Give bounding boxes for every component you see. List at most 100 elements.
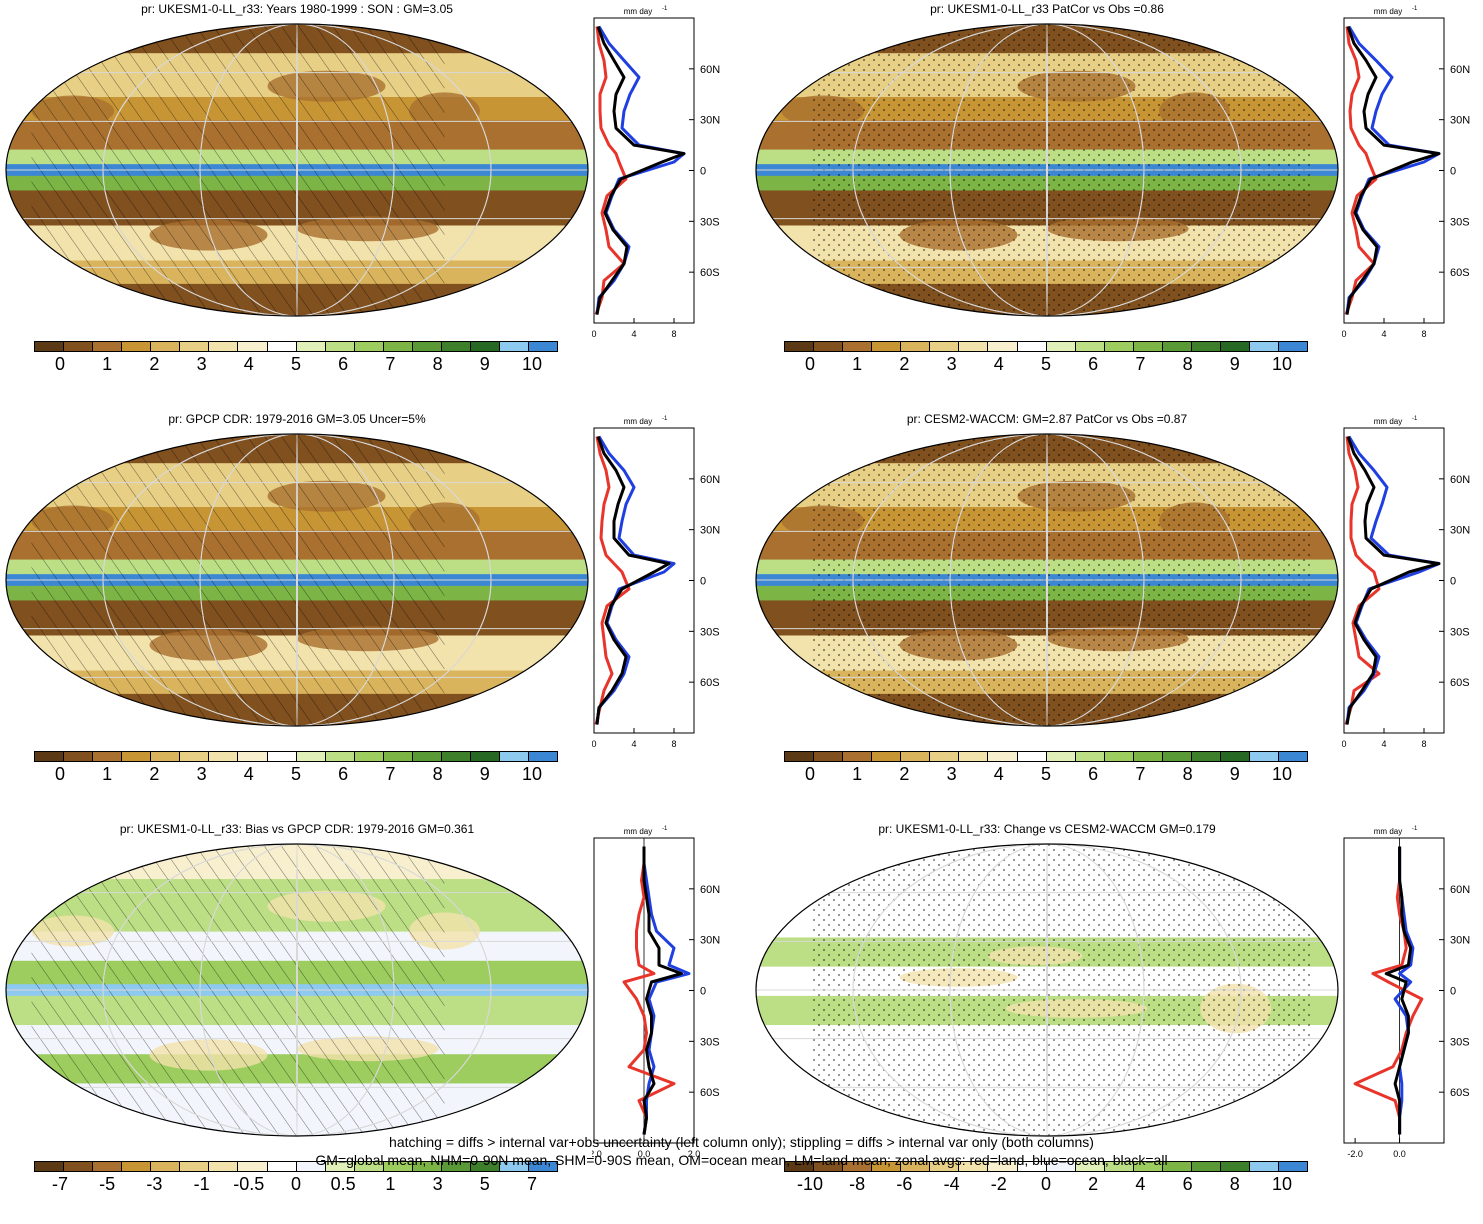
colorbar-swatch xyxy=(412,342,442,351)
zonal-units: mm day xyxy=(624,7,652,16)
zonal-lat-tick-label: 60N xyxy=(700,64,720,76)
colorbar-swatch xyxy=(35,342,65,351)
hatching-overlay xyxy=(31,434,445,726)
colorbar xyxy=(34,1161,558,1172)
colorbar-swatch xyxy=(901,342,931,351)
colorbar-swatch xyxy=(151,752,181,761)
colorbar-tick-label: 2 xyxy=(149,354,160,374)
colorbar-tick-label: -5 xyxy=(99,1174,116,1194)
colorbar-swatch xyxy=(35,752,65,761)
colorbar-swatch xyxy=(959,342,989,351)
colorbar-swatch xyxy=(500,342,530,351)
colorbar-tick-label: -6 xyxy=(896,1174,913,1194)
zonal-lat-tick-label: 30N xyxy=(700,115,720,127)
colorbar-swatch xyxy=(383,1162,413,1171)
colorbar-swatch xyxy=(180,1162,210,1171)
zonal-x-tick-label: 8 xyxy=(1421,329,1426,339)
colorbar-swatch xyxy=(238,1162,268,1171)
colorbar-tick-label: 4 xyxy=(993,764,1004,784)
zonal-lat-tick-label: 30S xyxy=(700,216,720,228)
colorbar-tick-label: 4 xyxy=(243,354,254,374)
zonal-series-land xyxy=(1344,436,1381,725)
zonal-series-all xyxy=(1345,435,1441,725)
zonal-lat-tick-label: 0 xyxy=(1450,576,1456,588)
colorbar-swatch xyxy=(500,752,530,761)
colorbar-swatch xyxy=(354,342,384,351)
colorbar-tick-label: 1 xyxy=(852,354,863,374)
colorbar-tick-label: 3 xyxy=(432,1174,443,1194)
zonal-lat-tick-label: 60S xyxy=(700,1087,720,1099)
colorbar-swatch xyxy=(383,752,413,761)
colorbar-tick-label: 6 xyxy=(1088,764,1099,784)
colorbar-swatch xyxy=(296,342,326,351)
zonal-series-land xyxy=(1353,846,1424,1135)
colorbar-tick-label: 6 xyxy=(1182,1174,1193,1194)
zonal-lat-tick-label: 30N xyxy=(1450,115,1470,127)
colorbar-swatch xyxy=(238,752,268,761)
colorbar-swatch xyxy=(1220,1162,1250,1171)
zonal-lat-tick-label: 30N xyxy=(700,525,720,537)
colorbar-tick-label: -10 xyxy=(796,1174,824,1194)
zonal-lat-tick-label: 0 xyxy=(700,166,706,178)
map-p1 xyxy=(5,23,589,317)
colorbar-swatch xyxy=(1046,752,1076,761)
colorbar-tick-label: 7 xyxy=(1135,354,1146,374)
colorbar-tick-label: -8 xyxy=(849,1174,866,1194)
colorbar-tick-label: 0 xyxy=(804,354,816,374)
colorbar-swatch xyxy=(930,342,960,351)
colorbar-tick-label: 9 xyxy=(1229,354,1240,374)
colorbar-tick-label: 8 xyxy=(432,354,443,374)
colorbar-tick-label: 2 xyxy=(1088,1174,1099,1194)
zonal-x-tick-label: 4 xyxy=(1381,739,1386,749)
colorbar-swatch xyxy=(529,342,558,351)
zonal-plot-p4: mm day -1 60N 30N 0 30S 60S 0 4 8 xyxy=(1342,416,1470,749)
zonal-plot-p5: mm day -1 60N 30N 0 30S 60S -2.0 0.0 2.0 xyxy=(592,826,720,1159)
zonal-units: mm day xyxy=(1374,7,1402,16)
colorbar-swatch xyxy=(441,752,471,761)
colorbar-tick-label: 8 xyxy=(1182,764,1193,784)
colorbar-tick-label: 9 xyxy=(479,354,490,374)
zonal-x-tick-label: 0 xyxy=(592,329,597,339)
colorbar-swatch xyxy=(1046,342,1076,351)
zonal-series-all xyxy=(642,846,683,1135)
colorbar-tick-label: 8 xyxy=(432,764,443,784)
colorbar-tick-label: 10 xyxy=(1271,1174,1293,1194)
colorbar-swatch xyxy=(988,752,1018,761)
colorbar-swatch xyxy=(814,1162,844,1171)
zonal-units: mm day xyxy=(624,827,652,836)
colorbar-tick-label: 3 xyxy=(196,354,207,374)
zonal-units: mm day xyxy=(1374,417,1402,426)
colorbar-swatch xyxy=(1220,342,1250,351)
colorbar-swatch xyxy=(1017,342,1047,351)
colorbar-tick-label: 5 xyxy=(479,1174,490,1194)
zonal-lat-tick-label: 60N xyxy=(1450,884,1470,896)
colorbar-tick-label: 0.5 xyxy=(330,1174,356,1194)
colorbar-swatch xyxy=(412,1162,442,1171)
colorbar-swatch xyxy=(1075,342,1105,351)
hatching-overlay xyxy=(31,24,445,316)
colorbar-tick-label: -7 xyxy=(51,1174,69,1194)
zonal-series-land xyxy=(594,436,631,725)
colorbar xyxy=(784,751,1308,762)
zonal-lat-tick-label: 60N xyxy=(700,474,720,486)
zonal-plot-p1: mm day -1 60N 30N 0 30S 60S 0 4 8 xyxy=(592,6,720,339)
colorbar xyxy=(784,341,1308,352)
colorbar-swatch xyxy=(872,752,902,761)
zonal-x-tick-label: 0 xyxy=(1342,329,1347,339)
colorbar-tick-label: 5 xyxy=(290,764,302,784)
colorbar-tick-label: 5 xyxy=(1040,354,1052,374)
colorbar-swatch xyxy=(470,752,500,761)
colorbar-tick-label: 9 xyxy=(1229,764,1240,784)
colorbar-tick-label: 1 xyxy=(102,354,113,374)
colorbar-tick-label: 6 xyxy=(1088,354,1099,374)
colorbar-swatch xyxy=(529,1162,558,1171)
colorbar-tick-label: -4 xyxy=(943,1174,960,1194)
colorbar-swatch xyxy=(93,342,123,351)
colorbar-tick-label: 3 xyxy=(946,764,957,784)
colorbar-swatch xyxy=(209,1162,239,1171)
zonal-lat-tick-label: 60S xyxy=(1450,1087,1470,1099)
colorbar-tick-label: 0 xyxy=(804,764,816,784)
colorbar-swatch xyxy=(872,342,902,351)
colorbar xyxy=(34,751,558,762)
zonal-x-tick-label: 0.0 xyxy=(638,1149,651,1159)
